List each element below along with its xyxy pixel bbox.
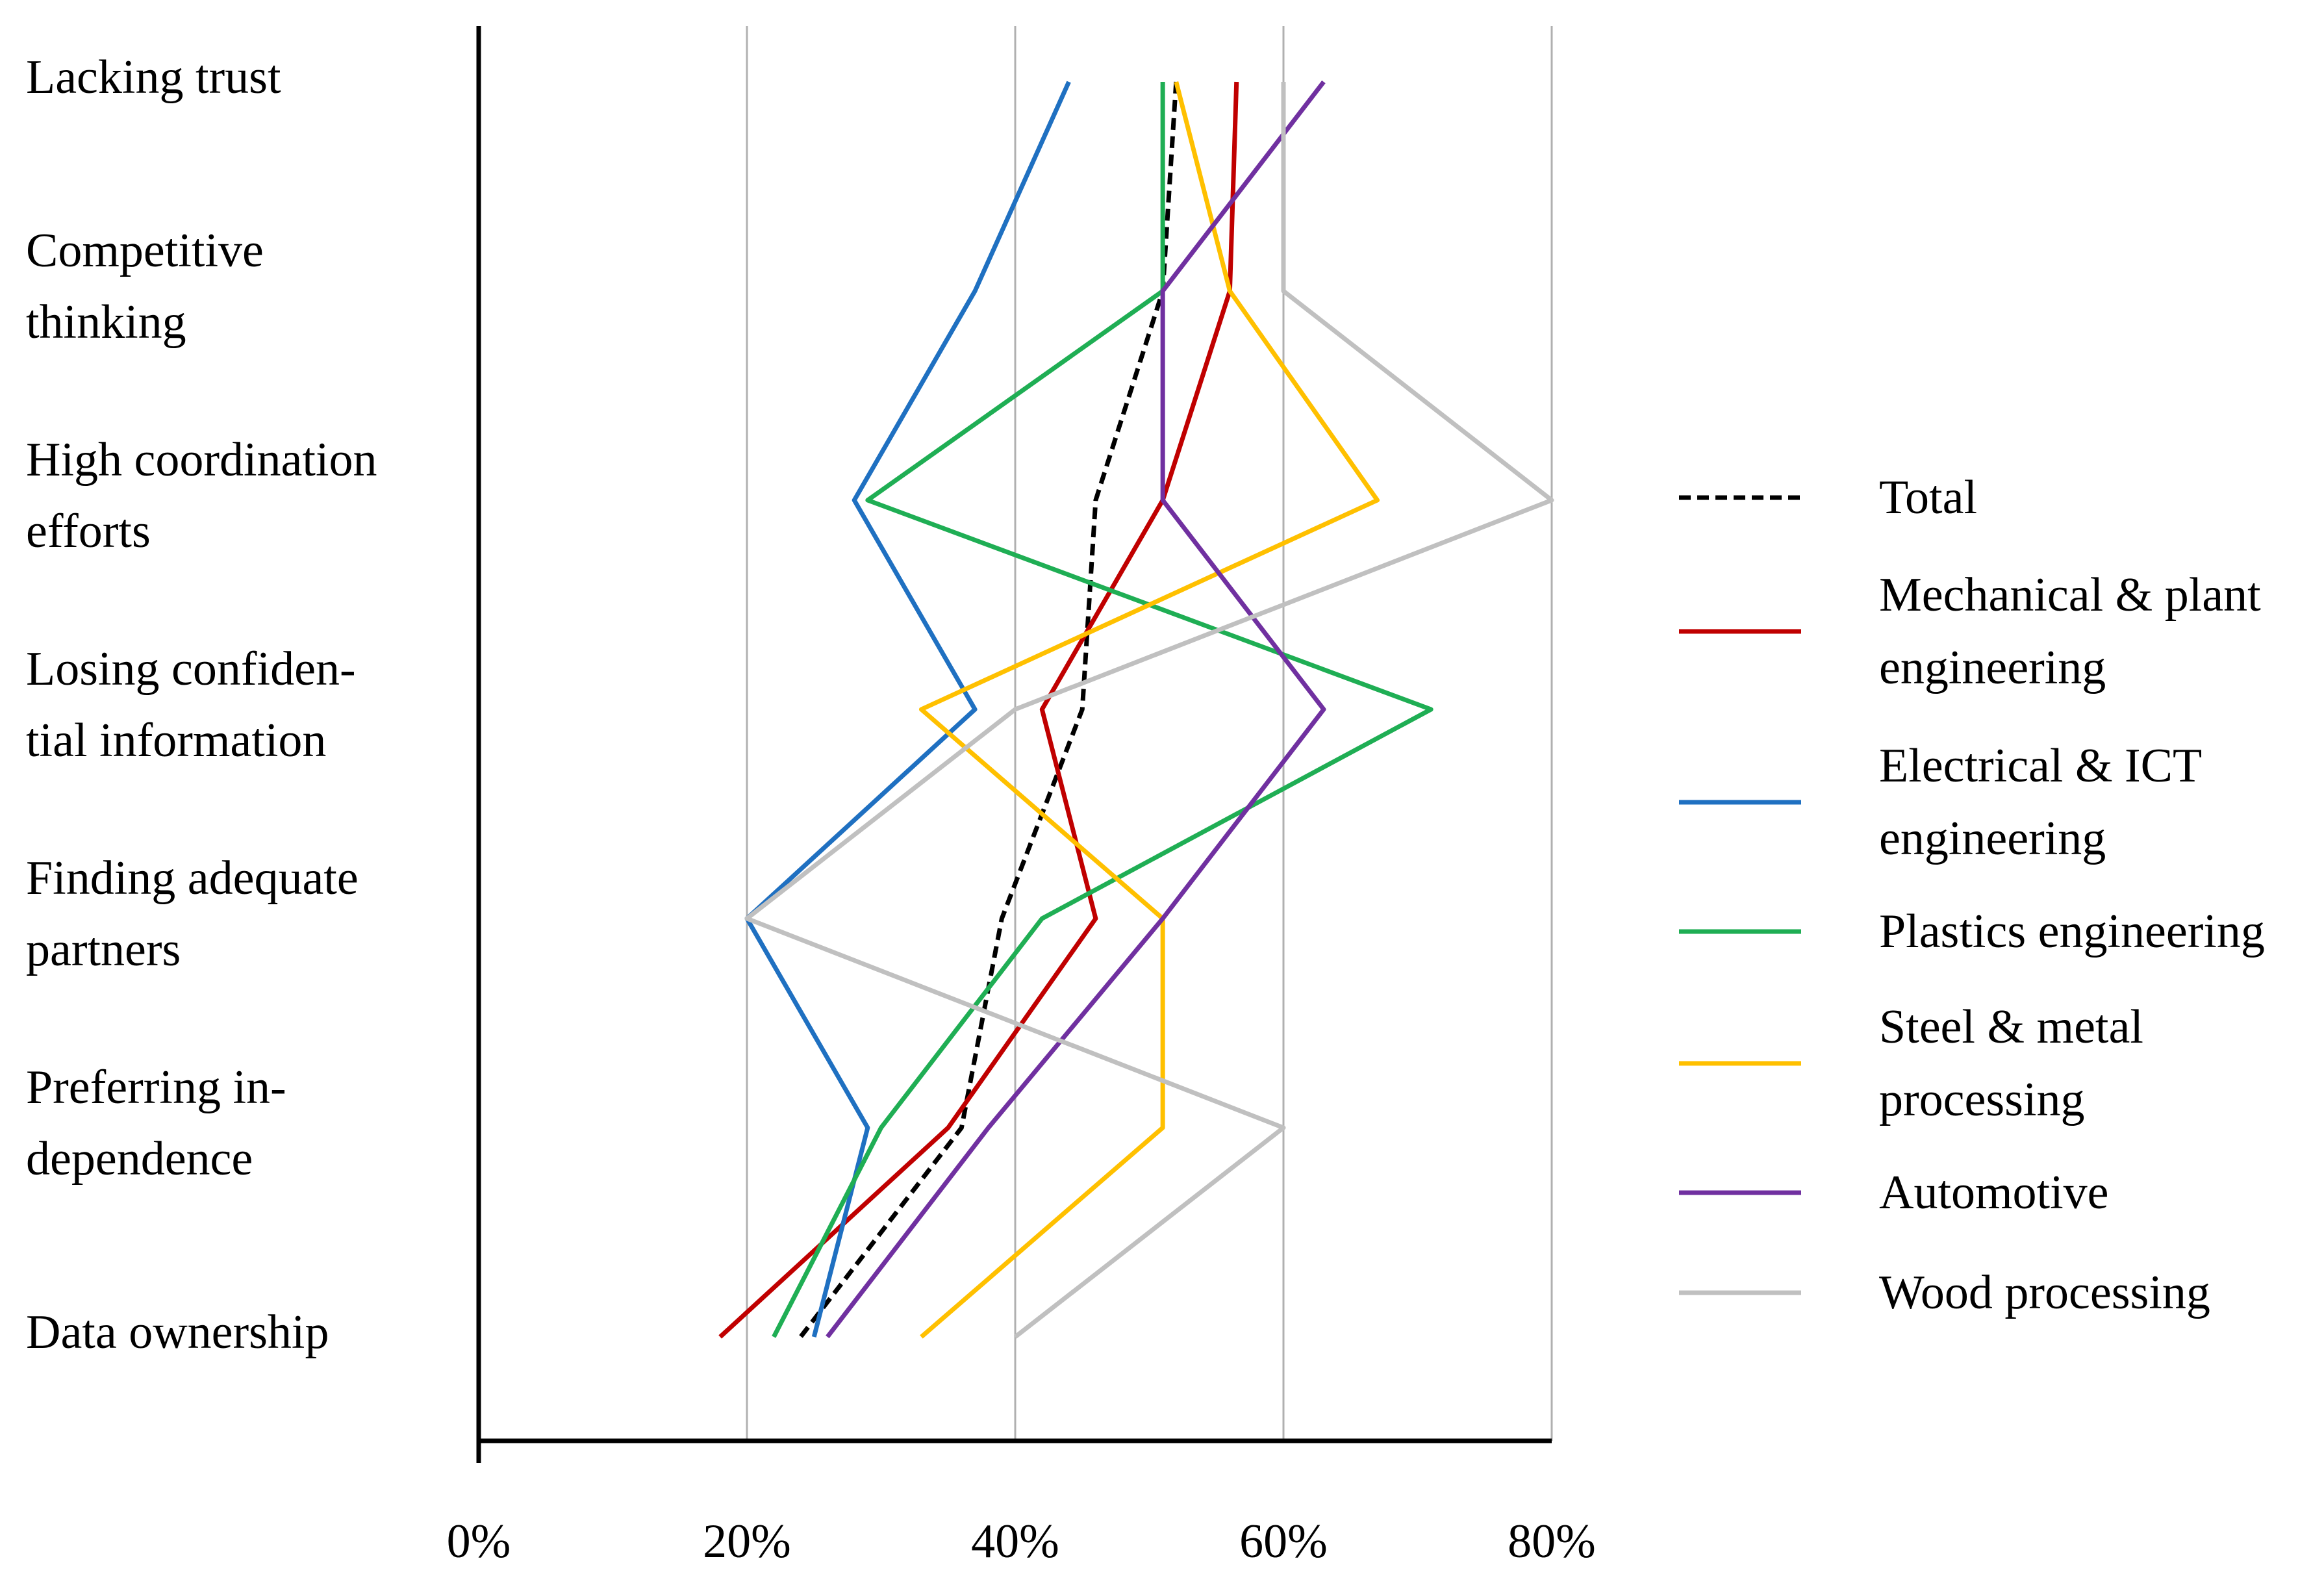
category-line: efforts bbox=[26, 505, 151, 558]
series-line bbox=[744, 82, 1554, 1339]
category-line: tial information bbox=[26, 714, 326, 767]
category-label: High coordination efforts bbox=[26, 433, 377, 558]
category-line: dependence bbox=[26, 1132, 253, 1186]
category-line: Finding adequate bbox=[26, 852, 359, 905]
category-label: Lacking trust bbox=[26, 51, 281, 104]
category-label: Finding adequate partners bbox=[26, 852, 359, 976]
category-line: Lacking trust bbox=[26, 51, 281, 104]
legend-label: Electrical & ICT engineering bbox=[1879, 739, 2201, 865]
legend-label: Mechanical & plant engineering bbox=[1879, 568, 2261, 694]
category-line: Preferring in- bbox=[26, 1061, 286, 1114]
category-line: High coordination bbox=[26, 433, 377, 487]
series-line bbox=[744, 81, 1071, 1338]
category-label: Data ownership bbox=[26, 1306, 329, 1359]
x-tick-label: 20% bbox=[703, 1515, 791, 1568]
series-line bbox=[798, 81, 1179, 1339]
category-line: partners bbox=[26, 923, 181, 976]
legend-label: Plastics engineering bbox=[1879, 905, 2265, 958]
x-tick-label: 0% bbox=[447, 1515, 511, 1568]
category-label: Preferring in-dependence bbox=[26, 1061, 286, 1186]
category-line: Losing confiden- bbox=[26, 642, 356, 696]
category-line: thinking bbox=[26, 296, 186, 349]
x-tick-label: 80% bbox=[1508, 1515, 1596, 1568]
legend-label: Total bbox=[1879, 471, 1977, 524]
category-label: Competitive thinking bbox=[26, 224, 264, 349]
legend-label: Automotive bbox=[1879, 1166, 2109, 1219]
category-line: Data ownership bbox=[26, 1306, 329, 1359]
x-tick-label: 60% bbox=[1239, 1515, 1328, 1568]
series-line bbox=[918, 81, 1380, 1339]
legend-label: Wood processing bbox=[1879, 1266, 2210, 1319]
category-line: Competitive bbox=[26, 224, 264, 277]
x-tick-label: 40% bbox=[971, 1515, 1059, 1568]
series-line bbox=[826, 80, 1326, 1339]
category-label: Losing confiden-tial information bbox=[26, 642, 356, 767]
legend-label: Steel & metal processing bbox=[1879, 1000, 2143, 1126]
series-line bbox=[718, 81, 1239, 1339]
series-line bbox=[772, 82, 1434, 1338]
